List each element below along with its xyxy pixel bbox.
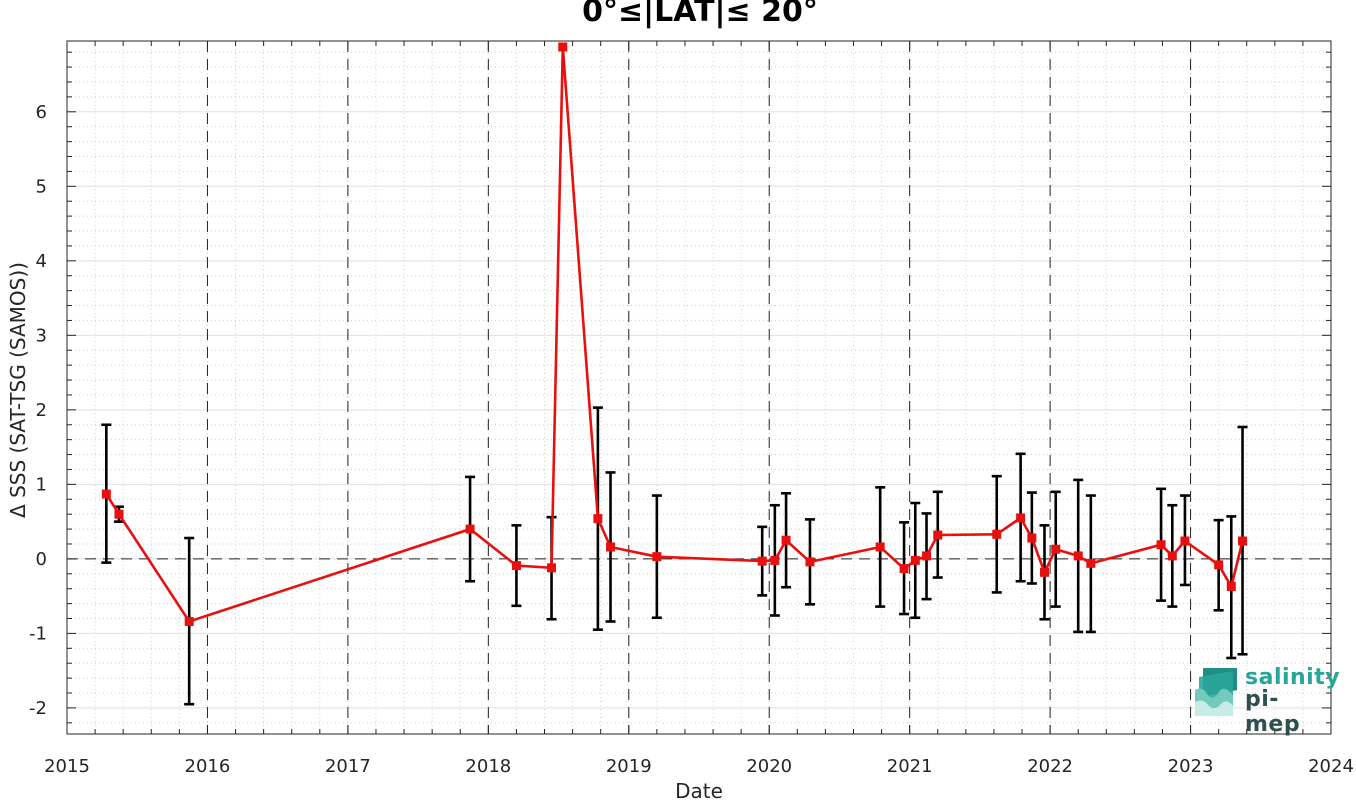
minor-grid <box>66 41 1332 734</box>
salinity-pimep-logo: salinity pi-mep <box>1193 665 1340 737</box>
x-tick-label: 2020 <box>746 756 792 777</box>
x-tick-label: 2022 <box>1027 756 1073 777</box>
y-tick-label: 3 <box>36 325 47 346</box>
x-tick-label: 2018 <box>465 756 511 777</box>
wave-logo-icon <box>1195 668 1237 716</box>
series-line <box>105 46 1244 624</box>
data-point-marker <box>770 555 780 565</box>
data-point-marker <box>1051 544 1061 554</box>
x-tick-label: 2017 <box>325 756 371 777</box>
data-point-marker <box>1214 560 1224 570</box>
x-tick-label: 2021 <box>887 756 933 777</box>
data-point-marker <box>1016 513 1026 523</box>
axis-ticks <box>66 41 1332 734</box>
year-divider-lines <box>206 41 1192 734</box>
y-tick-label: 2 <box>36 400 47 421</box>
data-point-marker <box>1027 533 1037 543</box>
y-tick-labels: -2 -1 0 1 2 3 4 5 6 <box>29 102 47 719</box>
data-point-marker <box>184 616 194 626</box>
data-point-marker <box>593 514 603 524</box>
x-tick-labels: 2015 2016 2017 2018 2019 2020 2021 2022 2023 2024 <box>44 756 1354 777</box>
data-point-marker <box>757 556 767 566</box>
x-tick-label: 2019 <box>606 756 652 777</box>
data-point-marker <box>922 551 932 561</box>
data-point-marker <box>606 542 616 552</box>
data-point-marker <box>511 561 521 571</box>
y-tick-label: 0 <box>36 549 47 570</box>
logo-text-salinity: salinity <box>1245 665 1341 690</box>
data-point-marker <box>114 509 124 519</box>
x-tick-label: 2024 <box>1308 756 1354 777</box>
chart-title: 0°≤|LAT|≤ 20° <box>582 0 818 29</box>
x-axis-label: Date <box>675 779 723 803</box>
data-point-marker <box>1073 551 1083 561</box>
data-point-marker <box>781 535 791 545</box>
y-tick-label: 6 <box>36 102 47 123</box>
y-tick-label: 4 <box>36 251 47 272</box>
data-point-marker <box>1039 567 1049 577</box>
x-tick-label: 2016 <box>185 756 231 777</box>
x-tick-label: 2023 <box>1168 756 1214 777</box>
axes-box <box>66 40 1332 735</box>
y-axis-label: Δ SSS (SAT-TSG (SAMOS)) <box>6 262 30 518</box>
y-tick-label: -2 <box>29 698 47 719</box>
logo-text-pimep: pi-mep <box>1245 687 1301 737</box>
data-point-marker <box>805 557 815 567</box>
data-point-marker <box>1238 536 1248 546</box>
data-point-marker <box>547 563 557 573</box>
y-tick-label: 1 <box>36 474 47 495</box>
y-tick-label: -1 <box>29 623 47 644</box>
data-point-marker <box>558 42 568 52</box>
data-point-marker <box>1180 536 1190 546</box>
data-point-marker <box>1086 558 1096 568</box>
data-point-marker <box>899 564 909 574</box>
x-tick-label: 2015 <box>44 756 90 777</box>
data-point-marker <box>875 542 885 552</box>
data-point-marker <box>933 530 943 540</box>
data-point-marker <box>910 555 920 565</box>
data-point-marker <box>652 552 662 562</box>
data-point-marker <box>1167 551 1177 561</box>
series-markers <box>101 42 1248 626</box>
y-tick-label: 5 <box>36 176 47 197</box>
data-point-marker <box>1226 581 1236 591</box>
data-point-marker <box>1156 540 1166 550</box>
data-point-marker <box>465 524 475 534</box>
data-point-marker <box>101 489 111 499</box>
data-point-marker <box>992 529 1002 539</box>
